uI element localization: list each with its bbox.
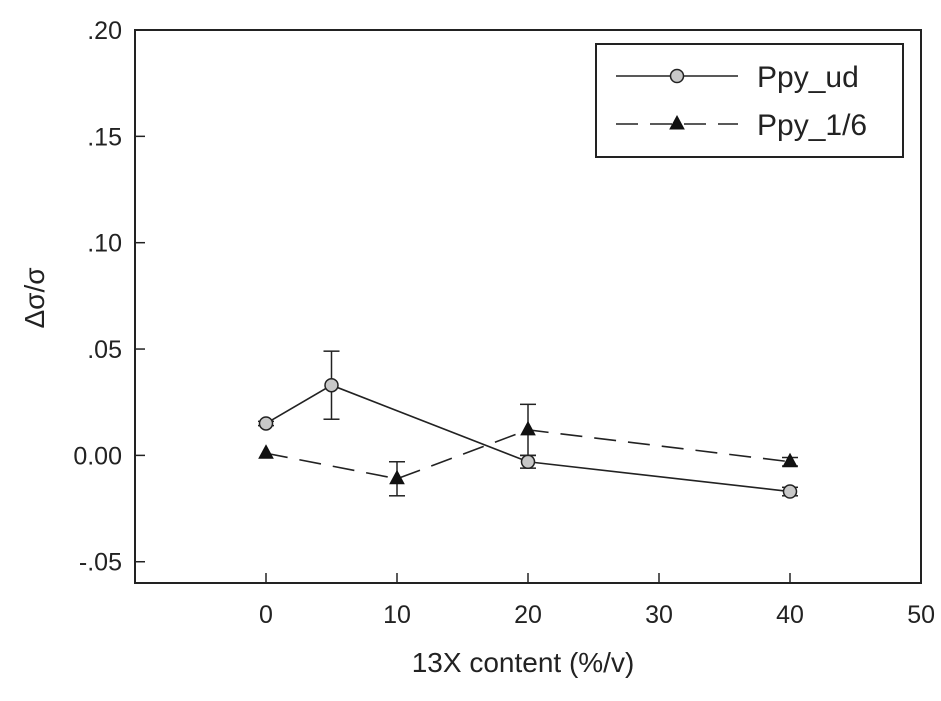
- legend-label-ppy-ud: Ppy_ud: [757, 61, 859, 94]
- x-tick-label: 0: [259, 601, 273, 629]
- series-line: [265, 384, 791, 493]
- y-tick-label: 0.00: [73, 442, 122, 470]
- y-axis: -.05 0.00 .05 .10 .15 .20: [73, 17, 145, 577]
- series-1: [258, 403, 798, 497]
- y-tick-label: -.05: [79, 549, 122, 577]
- data-point: [258, 416, 274, 431]
- x-tick-label: 50: [907, 601, 935, 629]
- y-tick-label: .15: [87, 123, 122, 151]
- y-tick-label: .10: [87, 230, 122, 258]
- legend-box: [595, 43, 904, 158]
- data-point: [782, 452, 798, 468]
- series-layer: [258, 350, 798, 499]
- x-axis-label: 13X content (%/v): [412, 647, 635, 678]
- data-point: [782, 484, 798, 499]
- y-tick-label: .20: [87, 17, 122, 45]
- legend-label-ppy-1-6: Ppy_1/6: [757, 109, 867, 142]
- x-tick-label: 40: [776, 601, 804, 629]
- data-point: [389, 469, 405, 485]
- data-point: [258, 444, 274, 459]
- y-tick-label: .05: [87, 336, 122, 364]
- x-axis: 0 10 20 30 40 50: [259, 573, 935, 629]
- x-tick-label: 30: [645, 601, 673, 629]
- legend-marker-ppy-ud: [669, 68, 685, 84]
- data-point: [520, 454, 536, 470]
- legend: Ppy_ud Ppy_1/6: [595, 43, 904, 158]
- series-0: [258, 350, 798, 499]
- data-point: [324, 377, 339, 393]
- x-tick-label: 10: [383, 601, 411, 629]
- legend-marker-ppy-1-6: [669, 114, 685, 130]
- y-axis-label: Δσ/σ: [19, 267, 50, 328]
- x-tick-label: 20: [514, 601, 542, 629]
- data-point: [520, 420, 536, 436]
